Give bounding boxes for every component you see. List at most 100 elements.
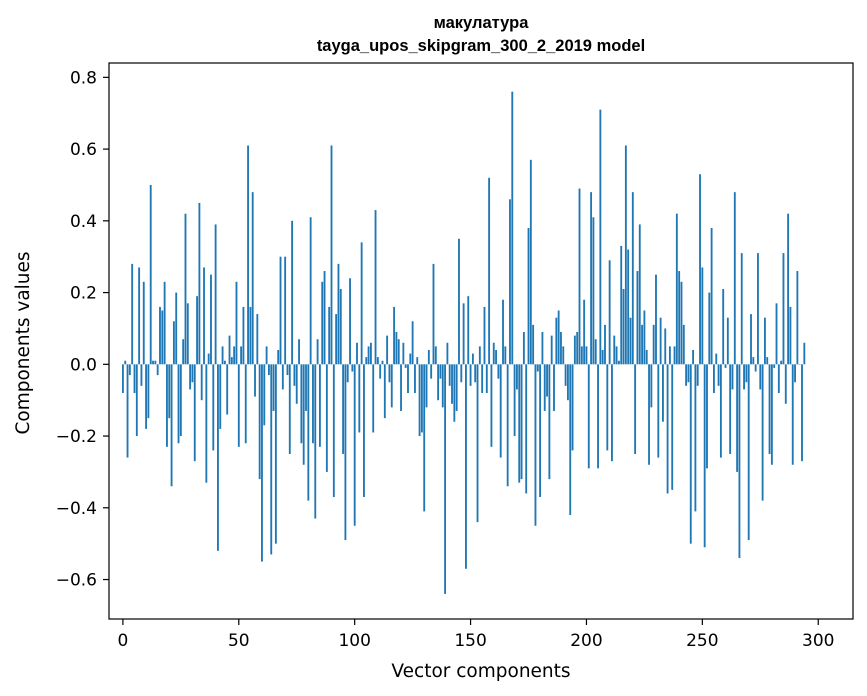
bar-39	[212, 364, 215, 451]
bar-68	[279, 256, 282, 365]
bar-283	[777, 364, 780, 394]
bar-20	[168, 364, 171, 419]
bar-202	[590, 192, 593, 365]
bar-23	[175, 292, 178, 365]
bar-273	[754, 364, 757, 372]
bar-142	[451, 364, 453, 404]
bar-27	[184, 213, 187, 365]
bar-198	[580, 346, 583, 365]
plot-frame	[108, 62, 854, 620]
bar-30	[191, 364, 194, 383]
bar-25	[179, 364, 182, 437]
bar-62	[265, 346, 268, 365]
bar-148	[465, 364, 467, 569]
bar-278	[766, 357, 769, 365]
bar-21	[170, 364, 173, 487]
bar-164	[502, 299, 504, 365]
bar-173	[522, 332, 525, 365]
bar-263	[731, 364, 734, 390]
bar-231	[657, 364, 660, 458]
bar-81	[309, 217, 312, 365]
chart-subtitle: tayga_upos_skipgram_300_2_2019 model	[317, 37, 645, 55]
bar-264	[733, 192, 736, 365]
bar-3	[128, 364, 131, 376]
y-tick-label: 0.6	[70, 140, 97, 160]
y-axis-label: Components values	[13, 251, 34, 434]
bar-72	[288, 364, 291, 454]
bar-277	[764, 317, 766, 365]
bar-1	[124, 360, 127, 365]
bar-162	[497, 364, 500, 379]
bar-268	[743, 364, 745, 390]
bar-121	[402, 342, 405, 365]
bar-203	[592, 217, 595, 365]
bar-230	[655, 274, 657, 365]
y-tick-label: 0.0	[70, 355, 97, 375]
bar-170	[516, 364, 518, 390]
bar-123	[407, 364, 409, 394]
bar-212	[613, 335, 616, 365]
bar-125	[411, 321, 414, 365]
bar-63	[268, 364, 270, 376]
bar-250	[701, 267, 704, 365]
bar-257	[717, 364, 720, 386]
bar-175	[527, 228, 530, 365]
bar-128	[418, 364, 421, 437]
bar-107	[369, 342, 372, 365]
bar-131	[425, 364, 428, 408]
bar-251	[703, 364, 706, 548]
bar-138	[441, 364, 444, 408]
bar-262	[729, 364, 732, 454]
bar-76	[298, 339, 300, 365]
bar-82	[312, 364, 314, 444]
bar-159	[490, 364, 493, 447]
bar-104	[363, 364, 365, 498]
bar-200	[585, 346, 588, 365]
bar-4	[131, 263, 134, 365]
y-tick-label: −0.2	[56, 427, 97, 447]
bar-110	[376, 357, 379, 365]
bar-88	[325, 364, 328, 472]
bar-75	[295, 364, 298, 404]
bar-139	[444, 364, 446, 594]
bar-218	[627, 249, 630, 365]
bar-241	[680, 281, 683, 365]
x-axis-label: Vector components	[391, 661, 570, 682]
bar-254	[710, 228, 713, 365]
bar-47	[230, 357, 233, 365]
bar-224	[641, 324, 644, 365]
bar-249	[699, 174, 701, 365]
bar-181	[541, 332, 544, 365]
bar-147	[462, 303, 465, 365]
bar-116	[390, 364, 393, 408]
bar-24	[177, 364, 180, 444]
bar-119	[397, 339, 400, 365]
bar-32	[196, 296, 198, 365]
bar-188	[557, 310, 560, 365]
bar-70	[284, 256, 287, 365]
bar-172	[520, 364, 523, 480]
bar-208	[604, 324, 606, 365]
bar-194	[571, 364, 574, 451]
bar-187	[555, 317, 558, 365]
bar-146	[460, 364, 463, 383]
x-tick-label: 50	[228, 631, 250, 651]
x-tick-label: 200	[570, 631, 602, 651]
bar-58	[256, 314, 259, 365]
bar-31	[193, 364, 196, 462]
y-tick-label: −0.6	[56, 571, 97, 591]
bar-149	[467, 296, 470, 365]
bar-221	[634, 364, 637, 454]
bar-95	[342, 364, 345, 454]
bar-96	[344, 364, 347, 541]
bar-214	[617, 360, 620, 365]
bar-114	[386, 335, 389, 365]
bar-71	[286, 364, 289, 376]
bar-60	[261, 364, 263, 562]
bar-280	[770, 364, 773, 465]
bar-209	[606, 364, 609, 451]
bar-282	[775, 303, 778, 365]
bar-89	[328, 306, 331, 365]
bar-79	[305, 364, 307, 411]
